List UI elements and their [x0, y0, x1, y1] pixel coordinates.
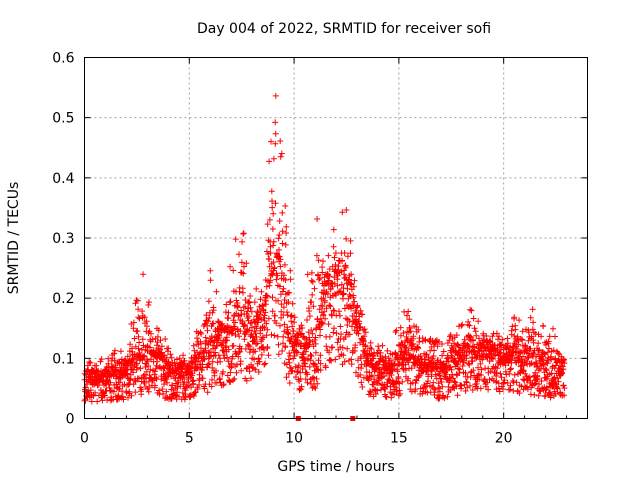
x-tick-label: 5	[185, 431, 194, 447]
y-tick-label: 0	[66, 412, 75, 428]
y-axis-label: SRMTID / TECUs	[6, 182, 22, 295]
y-tick-label: 0.4	[52, 171, 74, 187]
y-tick-label: 0.5	[52, 111, 74, 127]
y-tick-label: 0.3	[52, 231, 74, 247]
x-tick-label: 15	[390, 431, 408, 447]
chart-title: Day 004 of 2022, SRMTID for receiver sof…	[197, 21, 491, 37]
y-tick-label: 0.1	[52, 351, 74, 367]
tick-labels: 0 5 10 15 20 0 0.1 0.2 0.3 0.4 0.5 0.6	[52, 51, 512, 447]
y-tick-label: 0.2	[52, 291, 74, 307]
grid-lines	[84, 57, 588, 419]
x-tick-label: 10	[285, 431, 303, 447]
y-tick-label: 0.6	[52, 51, 74, 67]
axis-ticks	[84, 57, 588, 419]
x-tick-label: 0	[80, 431, 89, 447]
x-tick-label: 20	[495, 431, 513, 447]
x-axis-label: GPS time / hours	[277, 459, 394, 475]
